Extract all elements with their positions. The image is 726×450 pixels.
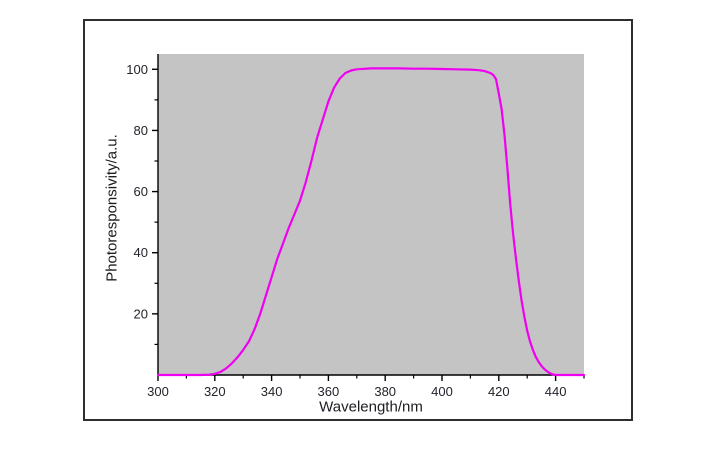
y-tick-label: 20 [134, 306, 148, 321]
y-tick-label: 40 [134, 245, 148, 260]
y-tick-label: 100 [126, 62, 148, 77]
x-tick-label: 380 [374, 384, 396, 399]
x-tick-label: 360 [318, 384, 340, 399]
x-tick-label: 300 [147, 384, 169, 399]
x-tick-label: 420 [488, 384, 510, 399]
chart-canvas: 300 320 340 360 380 400 420 440 20 40 60 80 100 [126, 54, 586, 399]
x-tick-label: 440 [545, 384, 567, 399]
x-tick-label: 400 [431, 384, 453, 399]
y-tick-label: 80 [134, 123, 148, 138]
y-tick-label: 60 [134, 184, 148, 199]
x-tick-label: 340 [261, 384, 283, 399]
photoresponsivity-curve [156, 67, 586, 377]
chart-frame: 300 320 340 360 380 400 420 440 20 40 60 80 100 Wave… [83, 19, 633, 421]
plot-area [158, 54, 584, 375]
x-tick-label: 320 [204, 384, 226, 399]
